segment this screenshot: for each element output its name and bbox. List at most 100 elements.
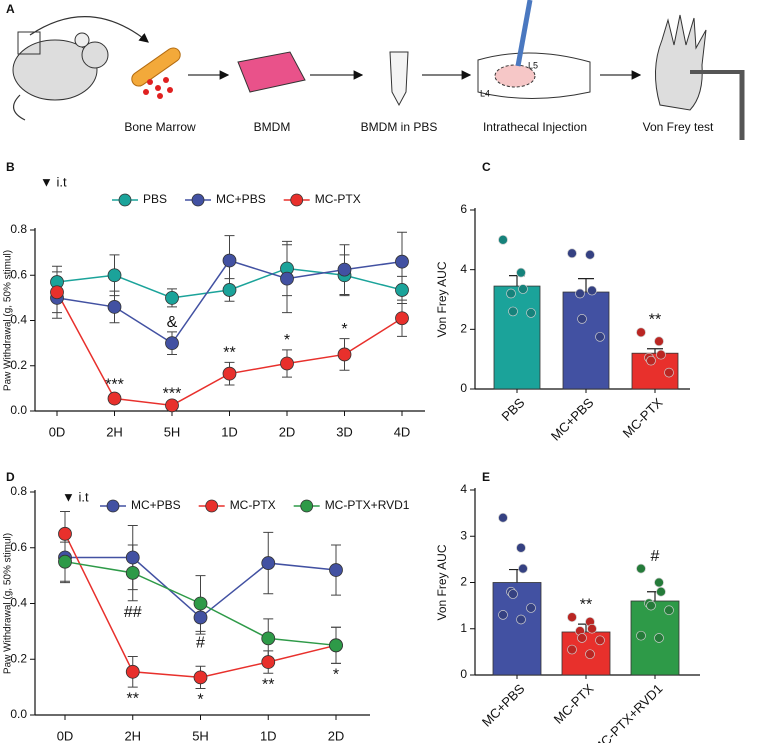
significance-label: * [341,321,347,338]
x-tick-label: MC-PTX+RVD1 [590,681,666,743]
y-axis-label: Paw Withdrawal (g, 50% stimul) [3,533,14,674]
legend-label: PBS [143,192,167,206]
y-tick-label: 0.2 [10,651,27,665]
paw-icon [654,14,707,111]
x-tick-label: 1D [260,728,277,743]
data-point [337,262,352,277]
data-point [337,347,352,362]
y-tick-label: 0 [460,381,467,395]
panel-letter: D [6,470,15,484]
x-tick-label: MC+PBS [479,681,528,730]
significance-label: * [333,667,339,684]
panel-letter: E [482,470,490,484]
data-point [125,565,140,580]
bar [493,285,541,390]
data-point [646,600,656,611]
y-tick-label: 0 [460,667,467,681]
x-tick-label: MC-PTX [620,395,666,441]
data-point [125,664,140,679]
data-point [280,356,294,371]
data-point [58,554,72,569]
data-point [193,670,208,685]
significance-label: ** [223,345,235,362]
data-point [506,288,516,299]
legend-marker [191,193,205,207]
data-point [261,655,276,669]
x-tick-label: 1D [221,424,238,439]
mouse-tail [13,94,26,121]
y-tick-label: 0.0 [10,707,27,721]
legend-marker [118,193,132,207]
x-tick-label: 3D [336,424,353,439]
vertebra-label: L4 [480,88,490,98]
y-tick-label: 4 [460,482,467,496]
x-tick-label: 0D [57,728,74,743]
y-tick-label: 2 [460,575,467,589]
x-tick-label: 4D [394,424,411,439]
data-point [595,331,605,342]
data-point [516,542,526,553]
x-tick-label: 2H [124,728,141,743]
step-label: Von Frey test [643,120,714,134]
step-label: BMDM in PBS [361,120,438,134]
legend-marker [106,499,120,513]
legend-label: MC-PTX [230,498,276,512]
data-point [654,633,664,643]
data-point [165,398,179,413]
legend-label: MC+PBS [216,192,266,206]
mouse-head [81,41,109,69]
data-point [577,633,587,643]
data-point [636,327,646,338]
data-point [585,249,595,260]
data-point [395,254,409,269]
x-tick-label: 2D [328,728,345,743]
significance-label: * [284,332,290,349]
x-tick-label: MC-PTX [551,681,597,727]
x-tick-label: 5H [192,728,209,743]
x-tick-label: PBS [499,395,528,424]
data-point [125,550,140,565]
annotation: ▼ i.t [62,489,89,504]
significance-label: *** [163,385,182,402]
data-point [526,603,536,613]
data-point [587,623,597,634]
data-point [567,248,577,259]
y-axis-label: Paw Withdrawal (g, 50% stimul) [3,250,14,391]
y-tick-label: 2 [460,322,467,336]
data-point [654,336,664,347]
data-point [498,512,508,523]
bone-icon [131,47,181,87]
y-tick-label: 4 [460,262,467,276]
y-tick-label: 0.4 [10,313,27,327]
data-point [193,610,208,625]
cells [143,77,173,99]
data-point [58,526,72,541]
y-tick-label: 0.6 [10,267,27,281]
data-point [656,586,666,597]
data-point [636,630,646,641]
data-point [280,271,294,286]
data-point [508,306,518,317]
legend-marker [205,499,219,513]
data-point [587,285,597,296]
error-bar [578,278,594,293]
significance-label: ** [580,596,592,613]
data-point [222,253,237,268]
injection-site [494,64,536,88]
data-point [518,284,528,294]
data-point [516,614,526,625]
legend-marker [290,193,304,207]
significance-label: ** [127,690,139,707]
data-point [107,300,122,314]
data-point [567,644,577,655]
data-point [395,311,409,326]
data-point [165,336,179,351]
data-point [222,283,237,297]
data-point [498,610,508,620]
data-point [107,268,122,283]
data-point [577,314,587,324]
data-point [329,638,343,653]
flask-icon [237,51,306,93]
legend-label: MC-PTX+RVD1 [325,498,410,512]
